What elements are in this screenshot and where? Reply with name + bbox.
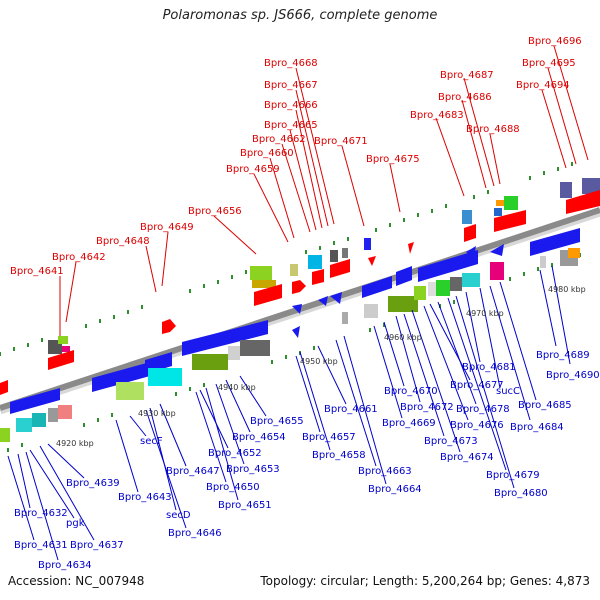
gene-label: Bpro_4686 — [438, 92, 492, 103]
gene-label: Bpro_4648 — [96, 236, 150, 247]
leaders-below — [7, 265, 571, 561]
gene-label: Bpro_4694 — [516, 80, 570, 91]
gene-label: Bpro_4684 — [510, 422, 564, 433]
gene-label: Bpro_4670 — [384, 386, 438, 397]
gene-label: Bpro_4669 — [382, 418, 436, 429]
tick-labels: 4920 kbp 4930 kbp 4940 kbp 4950 kbp 4960… — [56, 285, 586, 448]
gene-label: Bpro_4663 — [358, 466, 412, 477]
gene-label: Bpro_4683 — [410, 110, 464, 121]
gene-label: Bpro_4660 — [240, 148, 294, 159]
map-title: Polaromonas sp. JS666, complete genome — [162, 8, 438, 23]
gene-label: Bpro_4677 — [450, 380, 504, 391]
gene-label: Bpro_4658 — [312, 450, 366, 461]
gene-label: Bpro_4688 — [466, 124, 520, 135]
leaders-above — [59, 45, 589, 336]
tick-label: 4980 kbp — [548, 285, 586, 294]
gene-label: Bpro_4653 — [226, 464, 280, 475]
gene-label: secD — [166, 510, 191, 521]
gene-label: sucC — [496, 386, 520, 397]
gene-label: Bpro_4668 — [264, 58, 318, 69]
gene-label: Bpro_4666 — [264, 100, 318, 111]
gene-label: Bpro_4651 — [218, 500, 272, 511]
gene-label: Bpro_4650 — [206, 482, 260, 493]
gene-label: Bpro_4646 — [168, 528, 222, 539]
gene-label: Bpro_4652 — [208, 448, 262, 459]
labels-below: Bpro_4632 pgk Bpro_4631 Bpro_4637 Bpro_4… — [14, 350, 600, 571]
tick-label: 4960 kbp — [384, 333, 422, 342]
gene-label: Bpro_4680 — [494, 488, 548, 499]
gene-label: Bpro_4665 — [264, 120, 318, 131]
gene-label: Bpro_4687 — [440, 70, 494, 81]
gene-label: Bpro_4685 — [518, 400, 572, 411]
tick-row-top — [0, 162, 573, 356]
gene-label: Bpro_4673 — [424, 436, 478, 447]
tick-label: 4930 kbp — [138, 409, 176, 418]
gene-label: Bpro_4689 — [536, 350, 590, 361]
gene-label: Bpro_4649 — [140, 222, 194, 233]
gene-label: Bpro_4632 — [14, 508, 68, 519]
tick-label: 4920 kbp — [56, 439, 94, 448]
features-below — [0, 228, 580, 442]
gene-label: Bpro_4661 — [324, 404, 378, 415]
gene-label: Bpro_4678 — [456, 404, 510, 415]
labels-above: Bpro_4641 Bpro_4642 Bpro_4648 Bpro_4649 … — [10, 36, 582, 277]
gene-label: Bpro_4654 — [232, 432, 286, 443]
gene-label: Bpro_4672 — [400, 402, 454, 413]
tick-label: 4970 kbp — [466, 309, 504, 318]
tick-label: 4940 kbp — [218, 383, 256, 392]
gene-label: Bpro_4656 — [188, 206, 242, 217]
gene-label: Bpro_4641 — [10, 266, 64, 277]
gene-label: Bpro_4659 — [226, 164, 280, 175]
gene-label: Bpro_4671 — [314, 136, 368, 147]
gene-label: Bpro_4676 — [450, 420, 504, 431]
gene-label: Bpro_4695 — [522, 58, 576, 69]
gene-label: Bpro_4637 — [70, 540, 124, 551]
gene-label: Bpro_4675 — [366, 154, 420, 165]
gene-label: Bpro_4631 — [14, 540, 68, 551]
gene-label: Bpro_4647 — [166, 466, 220, 477]
gene-label: Bpro_4639 — [66, 478, 120, 489]
gene-label: Bpro_4664 — [368, 484, 422, 495]
accession-text: Accession: NC_007948 — [8, 574, 145, 588]
gene-label: Bpro_4643 — [118, 492, 172, 503]
gene-label: Bpro_4667 — [264, 80, 318, 91]
gene-label: Bpro_4696 — [528, 36, 582, 47]
tick-label: 4950 kbp — [300, 357, 338, 366]
tick-row-bottom — [7, 253, 581, 452]
features-above — [0, 178, 600, 395]
gene-label: secF — [140, 436, 163, 447]
gene-label: Bpro_4690 — [546, 370, 600, 381]
gene-label: Bpro_4634 — [38, 560, 92, 571]
gene-label: Bpro_4662 — [252, 134, 306, 145]
gene-label: Bpro_4642 — [52, 252, 106, 263]
gene-label: Bpro_4679 — [486, 470, 540, 481]
gene-label: Bpro_4657 — [302, 432, 356, 443]
gene-label: pgk — [66, 518, 85, 529]
gene-label: Bpro_4655 — [250, 416, 304, 427]
gene-label: Bpro_4681 — [462, 362, 516, 373]
gene-label: Bpro_4674 — [440, 452, 494, 463]
genome-summary-text: Topology: circular; Length: 5,200,264 bp… — [260, 574, 590, 588]
